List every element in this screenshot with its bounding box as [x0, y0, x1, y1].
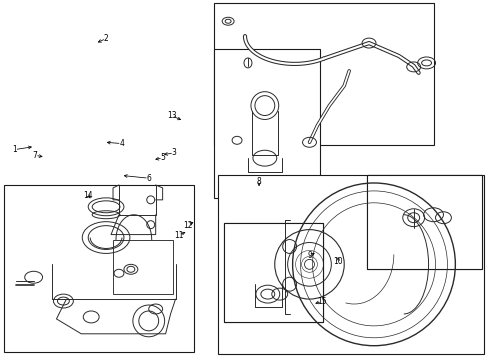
Ellipse shape [146, 221, 154, 229]
Text: 5: 5 [160, 153, 165, 162]
Text: 13: 13 [166, 111, 176, 120]
Text: 7: 7 [32, 151, 37, 160]
Text: 15: 15 [317, 297, 326, 306]
Bar [366, 175, 481, 269]
Text: 6: 6 [146, 174, 151, 183]
Text: 9: 9 [307, 251, 312, 260]
Text: 14: 14 [83, 191, 93, 200]
Bar [113, 239, 172, 294]
Text: 2: 2 [103, 34, 108, 43]
Bar [218, 175, 483, 354]
Text: 4: 4 [119, 139, 124, 148]
Text: 12: 12 [183, 221, 192, 230]
Text: 3: 3 [171, 148, 176, 157]
Text: 11: 11 [173, 230, 183, 239]
Bar [214, 49, 320, 198]
Bar [366, 175, 481, 269]
Text: 1: 1 [12, 145, 17, 154]
Text: 8: 8 [256, 176, 261, 185]
Bar [224, 223, 323, 322]
Ellipse shape [133, 305, 164, 337]
Bar [214, 3, 433, 145]
Ellipse shape [146, 196, 154, 204]
Bar [4, 185, 194, 352]
Text: 10: 10 [333, 257, 342, 266]
Bar [224, 223, 323, 322]
Ellipse shape [139, 311, 158, 331]
